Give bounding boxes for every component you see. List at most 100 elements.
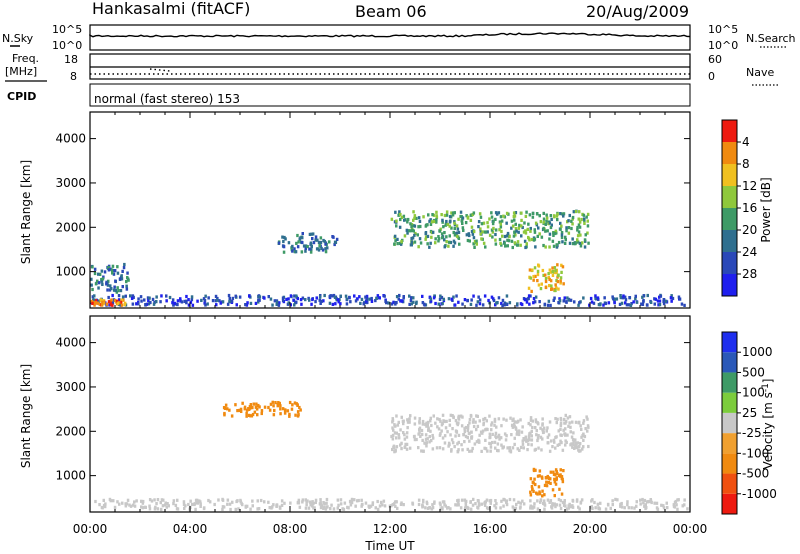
- heatmap-cell: [474, 502, 477, 506]
- heatmap-cell: [406, 231, 409, 235]
- heatmap-cell: [394, 504, 397, 508]
- nsky-tick-min: 10^0: [52, 39, 82, 52]
- heatmap-cell: [277, 303, 281, 307]
- heatmap-cell: [509, 416, 512, 420]
- heatmap-cell: [586, 417, 589, 421]
- heatmap-cell: [125, 287, 129, 291]
- heatmap-cell: [103, 270, 107, 274]
- nsearch-tick-min: 10^0: [708, 39, 738, 52]
- heatmap-cell: [530, 438, 534, 442]
- heatmap-cell: [486, 230, 489, 234]
- heatmap-cell: [493, 417, 497, 421]
- heatmap-cell: [536, 507, 540, 511]
- heatmap-cell: [428, 440, 431, 444]
- heatmap-cell: [500, 229, 503, 234]
- heatmap-cell: [500, 424, 503, 428]
- heatmap-cell: [556, 417, 559, 421]
- heatmap-cell: [129, 504, 133, 508]
- heatmap-cell: [449, 413, 453, 417]
- heatmap-cell: [529, 294, 532, 298]
- heatmap-cell: [549, 477, 552, 481]
- heatmap-cell: [311, 232, 315, 236]
- heatmap-cell: [410, 225, 413, 229]
- heatmap-cell: [299, 236, 302, 240]
- heatmap-cell: [645, 500, 649, 504]
- heatmap-cell: [511, 224, 515, 228]
- heatmap-cell: [562, 469, 565, 473]
- heatmap-cell: [135, 302, 138, 306]
- heatmap-cell: [258, 295, 262, 299]
- heatmap-cell: [534, 274, 537, 278]
- heatmap-cell: [576, 225, 579, 230]
- y-tick-label: 4000: [55, 336, 86, 350]
- heatmap-cell: [546, 229, 549, 233]
- heatmap-cell: [489, 501, 492, 505]
- heatmap-cell: [461, 302, 464, 306]
- colorbar-cell: [722, 252, 737, 274]
- heatmap-cell: [109, 499, 112, 503]
- heatmap-cell: [171, 301, 174, 305]
- heatmap-cell: [468, 417, 472, 422]
- heatmap-cell: [472, 294, 475, 298]
- heatmap-cell: [524, 245, 527, 250]
- heatmap-cell: [553, 473, 557, 477]
- time-axis-labels: 00:00 04:00 08:00 12:00 16:00 20:00 00:00: [73, 522, 708, 536]
- heatmap-cell: [410, 240, 414, 244]
- heatmap-cell: [123, 303, 126, 307]
- heatmap-cell: [251, 412, 255, 417]
- heatmap-cell: [529, 506, 532, 510]
- heatmap-cell: [660, 503, 663, 507]
- heatmap-cell: [226, 502, 229, 506]
- heatmap-cell: [505, 434, 508, 438]
- heatmap-cell: [540, 448, 543, 452]
- heatmap-cell: [464, 221, 468, 225]
- heatmap-cell: [541, 268, 545, 273]
- heatmap-cell: [156, 507, 160, 511]
- heatmap-cell: [160, 498, 164, 502]
- heatmap-cell: [671, 296, 675, 301]
- heatmap-cell: [172, 303, 175, 307]
- heatmap-cell: [111, 293, 114, 298]
- heatmap-cell: [299, 408, 302, 412]
- heatmap-cell: [554, 468, 558, 472]
- heatmap-cell: [534, 447, 537, 451]
- nsearch-tick-max: 10^5: [708, 23, 738, 36]
- heatmap-cell: [113, 505, 117, 509]
- heatmap-cell: [559, 499, 563, 503]
- heatmap-cell: [441, 302, 444, 306]
- heatmap-cell: [546, 303, 550, 307]
- heatmap-cell: [579, 244, 583, 248]
- heatmap-cell: [528, 438, 531, 442]
- heatmap-cell: [482, 241, 486, 245]
- heatmap-cell: [568, 241, 572, 245]
- heatmap-cell: [578, 445, 581, 449]
- heatmap-cell: [204, 303, 207, 307]
- heatmap-cell: [381, 503, 384, 507]
- heatmap-cell: [510, 433, 513, 437]
- heatmap-cell: [537, 485, 541, 489]
- heatmap-cell: [215, 298, 219, 302]
- heatmap-cell: [394, 210, 397, 214]
- heatmap-cell: [683, 498, 686, 502]
- heatmap-cell: [646, 303, 649, 307]
- heatmap-cell: [527, 237, 531, 241]
- heatmap-cell: [580, 427, 583, 431]
- heatmap-cell: [536, 273, 540, 277]
- heatmap-cell: [551, 445, 554, 449]
- heatmap-cell: [561, 265, 565, 269]
- heatmap-cell: [532, 468, 536, 473]
- colorbar-tick-label: 100: [742, 386, 765, 400]
- heatmap-cell: [176, 498, 179, 502]
- heatmap-cell: [549, 279, 553, 283]
- heatmap-cell: [435, 220, 438, 224]
- heatmap-cell: [281, 298, 285, 303]
- heatmap-cell: [93, 267, 97, 271]
- heatmap-cell: [555, 243, 558, 247]
- heatmap-cell: [189, 499, 192, 503]
- heatmap-cell: [537, 446, 540, 450]
- heatmap-cell: [442, 297, 445, 301]
- heatmap-cell: [480, 237, 483, 241]
- heatmap-cell: [539, 426, 542, 430]
- heatmap-cell: [268, 408, 272, 412]
